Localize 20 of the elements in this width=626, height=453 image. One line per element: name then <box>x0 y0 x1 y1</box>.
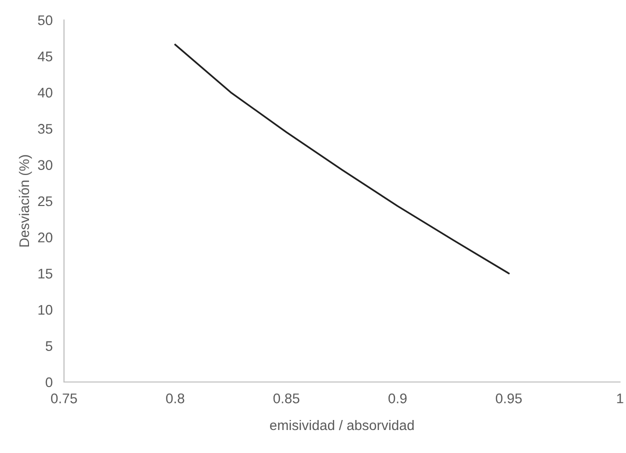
y-tick-label: 15 <box>38 268 52 279</box>
y-axis-title: Desviación (%) <box>18 155 32 247</box>
y-tick-label: 40 <box>38 88 52 98</box>
y-tick-label: 50 <box>38 15 52 26</box>
y-tick-label: 30 <box>38 160 52 170</box>
y-tick-label: 10 <box>38 304 52 315</box>
x-tick-label: 0.85 <box>273 393 300 404</box>
y-tick-label: 20 <box>38 232 52 242</box>
line-series <box>174 44 510 274</box>
y-tick-label: 45 <box>38 52 52 62</box>
x-tick-label: 0.75 <box>51 393 77 404</box>
y-tick-label: 0 <box>46 377 52 388</box>
x-axis-title: emisividad / absorvidad <box>270 420 414 430</box>
y-tick-label: 5 <box>46 341 52 351</box>
x-tick-label: 0.8 <box>166 393 184 404</box>
x-tick-label: 1 <box>617 394 624 404</box>
y-tick-label: 35 <box>38 124 52 134</box>
x-tick-label: 0.9 <box>388 393 407 404</box>
y-tick-label: 25 <box>38 196 52 206</box>
x-tick-label: 0.95 <box>496 393 522 404</box>
